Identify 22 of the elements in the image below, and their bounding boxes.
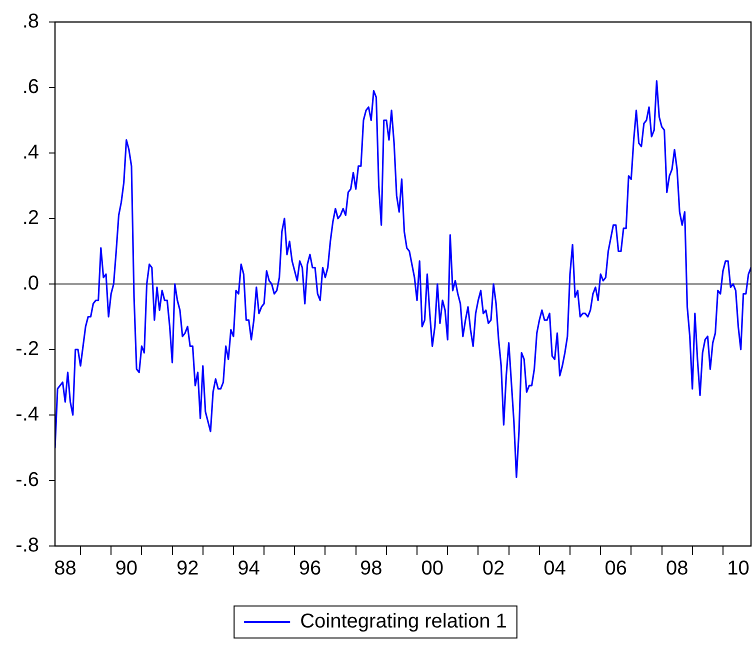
x-tick-label: 06: [604, 558, 628, 580]
y-tick-label: -.2: [16, 338, 39, 360]
y-tick-label: .0: [22, 272, 39, 295]
y-tick-label: .4: [22, 142, 39, 164]
y-tick-label: -.4: [16, 404, 39, 426]
y-tick-label: .6: [22, 76, 39, 98]
x-tick-label: 02: [482, 558, 505, 580]
x-tick-label: 10: [727, 558, 750, 580]
x-tick-label: 98: [360, 558, 382, 580]
y-tick-label: -.8: [16, 534, 39, 557]
x-tick-label: 08: [666, 558, 688, 580]
x-tick-label: 04: [544, 558, 566, 580]
x-tick-label: 94: [238, 558, 260, 580]
legend-label: Cointegrating relation 1: [300, 610, 507, 633]
y-tick-label: -.6: [16, 469, 39, 492]
y-tick-label: .8: [22, 10, 39, 33]
x-tick-label: 96: [298, 558, 322, 580]
y-tick-label: .2: [22, 207, 39, 230]
x-tick-label: 00: [421, 558, 444, 580]
x-tick-label: 90: [115, 558, 138, 580]
x-tick-label: 92: [176, 558, 199, 580]
x-tick-label: 88: [54, 558, 76, 580]
